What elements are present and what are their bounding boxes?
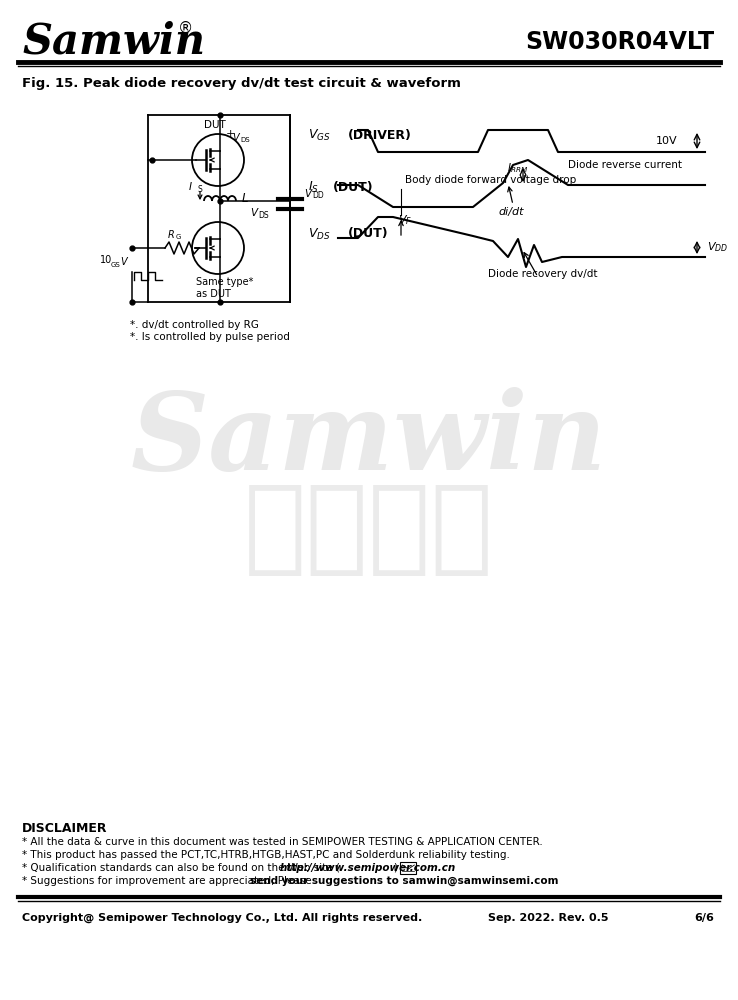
Text: $I_S$: $I_S$ — [308, 179, 319, 195]
Text: I: I — [189, 182, 192, 192]
Text: Same type*: Same type* — [196, 277, 253, 287]
Text: Sep. 2022. Rev. 0.5: Sep. 2022. Rev. 0.5 — [488, 913, 609, 923]
Text: Fig. 15. Peak diode recovery dv/dt test circuit & waveform: Fig. 15. Peak diode recovery dv/dt test … — [22, 78, 461, 91]
Text: V: V — [120, 257, 127, 267]
Text: Diode reverse current: Diode reverse current — [568, 160, 682, 170]
Text: Samwin: Samwin — [22, 21, 205, 63]
Text: 10: 10 — [100, 255, 112, 265]
Text: DS: DS — [240, 137, 249, 143]
Text: DS: DS — [258, 211, 269, 220]
Text: di/dt: di/dt — [498, 207, 523, 217]
Text: $V_{DS}$: $V_{DS}$ — [308, 226, 331, 242]
Text: V: V — [232, 133, 238, 143]
Text: SW030R04VLT: SW030R04VLT — [525, 30, 714, 54]
Text: send your suggestions to samwin@samwinsemi.com: send your suggestions to samwin@samwinse… — [250, 876, 559, 886]
Text: V: V — [304, 189, 311, 199]
Text: * This product has passed the PCT,TC,HTRB,HTGB,HAST,PC and Solderdunk reliabilit: * This product has passed the PCT,TC,HTR… — [22, 850, 510, 860]
Text: DD: DD — [312, 192, 324, 200]
Text: (DRIVER): (DRIVER) — [348, 128, 412, 141]
Text: DUT: DUT — [204, 120, 226, 130]
Text: * Suggestions for improvement are appreciated, Please: * Suggestions for improvement are apprec… — [22, 876, 315, 886]
Text: $V_F$: $V_F$ — [398, 213, 412, 227]
Text: Diode recovery dv/dt: Diode recovery dv/dt — [488, 269, 598, 279]
Text: L: L — [242, 192, 249, 205]
Text: $I_{RRM}$: $I_{RRM}$ — [508, 161, 528, 175]
Text: 6/6: 6/6 — [694, 913, 714, 923]
Text: *. Is controlled by pulse period: *. Is controlled by pulse period — [130, 332, 290, 342]
Text: $V_{GS}$: $V_{GS}$ — [308, 127, 331, 143]
Text: * All the data & curve in this document was tested in SEMIPOWER TESTING & APPLIC: * All the data & curve in this document … — [22, 837, 542, 847]
Text: 内部保密: 内部保密 — [244, 480, 494, 580]
FancyBboxPatch shape — [400, 862, 416, 874]
Text: GS: GS — [110, 262, 120, 268]
Text: R: R — [168, 230, 175, 240]
Text: ): ) — [393, 863, 397, 873]
Text: *. dv/dt controlled by RG: *. dv/dt controlled by RG — [130, 320, 259, 330]
Text: as DUT: as DUT — [196, 289, 231, 299]
Text: * Qualification standards can also be found on the Web site (: * Qualification standards can also be fo… — [22, 863, 340, 873]
Text: http://www.semipower.com.cn: http://www.semipower.com.cn — [280, 863, 455, 873]
Text: V: V — [250, 208, 257, 218]
Text: $V_{DD}$: $V_{DD}$ — [707, 241, 728, 254]
Text: ®: ® — [178, 20, 193, 35]
Text: Samwin: Samwin — [131, 387, 607, 493]
Text: (DUT): (DUT) — [348, 228, 389, 240]
Text: DISCLAIMER: DISCLAIMER — [22, 822, 108, 834]
Text: +: + — [226, 129, 235, 139]
Text: Copyright@ Semipower Technology Co., Ltd. All rights reserved.: Copyright@ Semipower Technology Co., Ltd… — [22, 913, 422, 923]
Text: Body diode forward voltage drop: Body diode forward voltage drop — [405, 175, 576, 185]
Text: G: G — [176, 234, 182, 240]
Text: S: S — [197, 184, 201, 194]
Text: 10V: 10V — [655, 136, 677, 146]
Text: (DUT): (DUT) — [333, 180, 373, 194]
